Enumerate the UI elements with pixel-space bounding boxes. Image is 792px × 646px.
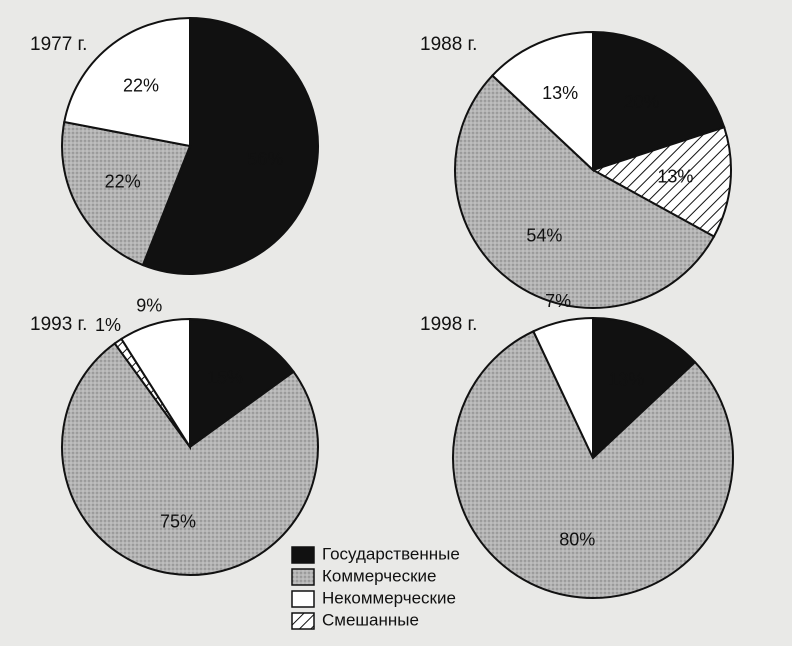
chart-title: 1977 г. — [30, 34, 87, 55]
legend-swatch — [291, 546, 315, 564]
slice-label: 13% — [657, 167, 693, 187]
pie-slice — [61, 342, 319, 576]
pie-slice — [61, 120, 192, 267]
legend-swatch — [291, 612, 315, 630]
legend-label: Коммерческие — [322, 566, 436, 585]
slice-label: 75% — [160, 512, 196, 532]
slice-label: 22% — [123, 76, 159, 96]
slice-label: 54% — [526, 226, 562, 246]
pie-slice — [590, 126, 732, 238]
slice-label: 80% — [559, 529, 595, 549]
slice-label: 9% — [136, 296, 162, 316]
slice-label: 56% — [247, 149, 283, 169]
slice-label: 13% — [542, 83, 578, 103]
pie-slice — [63, 16, 191, 148]
slice-label: 15% — [207, 367, 243, 387]
slice-label: 13% — [608, 370, 644, 390]
pie-slice — [592, 316, 697, 461]
legend-swatch — [291, 590, 315, 608]
pie-slice — [592, 30, 726, 172]
slice-label: 22% — [105, 172, 141, 192]
slice-label: 1% — [95, 315, 121, 335]
chart-title: 1993 г. — [30, 314, 87, 335]
legend-swatch — [291, 568, 315, 586]
pie-slice — [490, 30, 594, 173]
pie-slice — [141, 16, 319, 275]
legend-label: Некоммерческие — [322, 588, 456, 607]
chart-title: 1988 г. — [420, 34, 477, 55]
chart-title: 1998 г. — [420, 314, 477, 335]
pie-slice — [452, 329, 734, 599]
legend-label: Смешанные — [322, 610, 419, 629]
legend-label: Государственные — [322, 544, 460, 563]
pie-slice — [189, 317, 295, 449]
slice-label: 7% — [545, 291, 571, 311]
slice-label: 20% — [624, 92, 660, 112]
pie-slice — [454, 74, 716, 309]
pie-slice — [120, 317, 191, 451]
pie-slice — [532, 316, 594, 459]
